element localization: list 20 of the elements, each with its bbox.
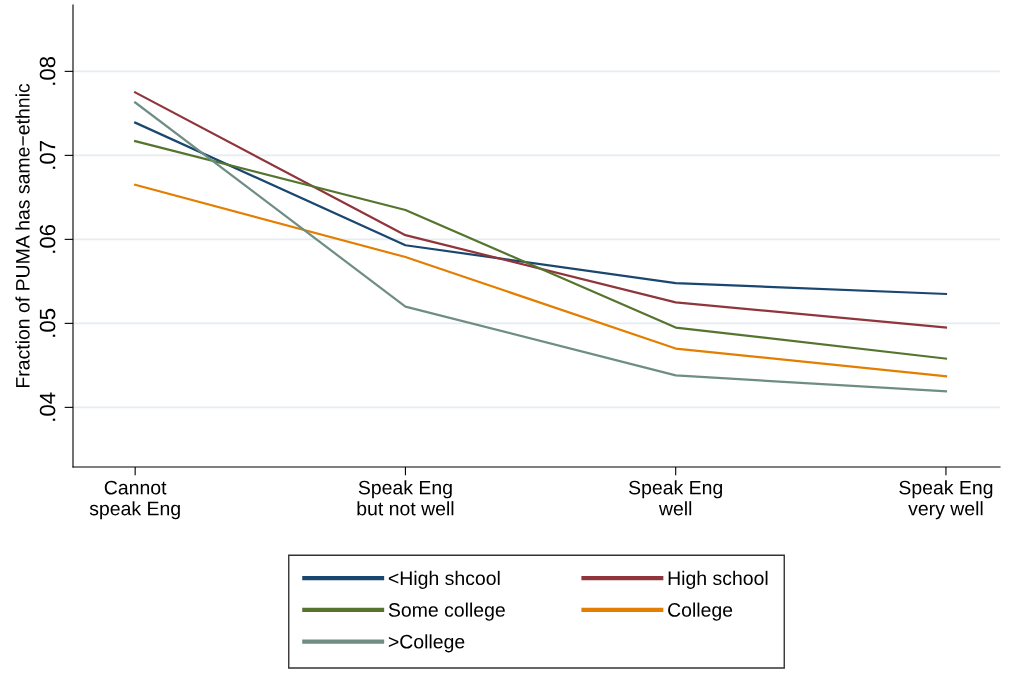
x-tick-label: Speak Eng but not well xyxy=(357,480,454,516)
y-axis-title: Fraction of PUMA has same−ethnic xyxy=(15,83,30,388)
x-tick-label: Cannot speak Eng xyxy=(89,480,180,520)
line-series xyxy=(134,183,948,378)
legend-label: >College xyxy=(388,634,465,653)
y-tick-label: .04 xyxy=(39,392,56,421)
y-tick-label: .07 xyxy=(39,141,56,169)
legend-label: College xyxy=(668,602,733,621)
y-tick-label: .08 xyxy=(39,56,56,85)
legend-label: <High shcool xyxy=(388,570,500,589)
y-tick-label: .05 xyxy=(39,308,56,337)
x-tick-label: Speak Eng very well xyxy=(899,480,993,520)
line-series xyxy=(134,139,948,360)
legend-label: Some college xyxy=(388,602,505,621)
legend-label: High school xyxy=(668,570,768,589)
y-tick-label: .06 xyxy=(39,224,56,253)
line-series xyxy=(134,101,948,393)
line-series xyxy=(134,91,948,329)
x-tick-label: Speak Eng well xyxy=(629,480,722,516)
line-series xyxy=(134,121,948,296)
